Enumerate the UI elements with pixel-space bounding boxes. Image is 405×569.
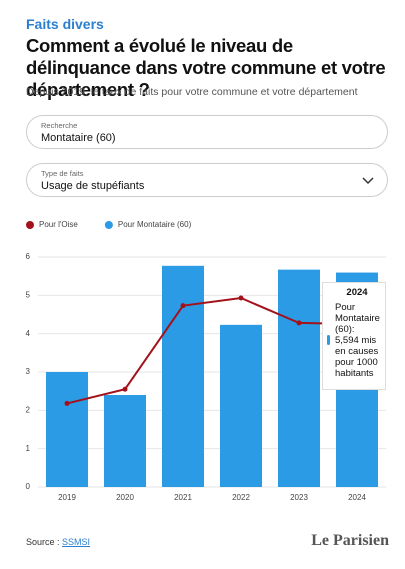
y-tick-label: 0	[26, 482, 31, 491]
logo: Le Parisien	[311, 532, 389, 549]
search-box[interactable]: Recherche Montataire (60)	[26, 115, 388, 149]
chevron	[362, 177, 374, 185]
search-value: Montataire (60)	[41, 132, 116, 144]
select-label: Type de faits	[41, 169, 84, 178]
y-tick-label: 6	[26, 252, 31, 261]
kicker[interactable]: Faits divers	[26, 16, 104, 32]
line	[66, 296, 358, 405]
bar	[220, 324, 262, 487]
y-tick-label: 3	[26, 367, 31, 376]
x-tick-label: 2022	[232, 493, 250, 502]
x-tick-label: 2021	[174, 493, 192, 502]
y-tick-label: 1	[26, 444, 31, 453]
select-box[interactable]: Type de faits Usage de stupéfiants	[26, 163, 388, 197]
subtitle: Depuis 2019, le taux de faits pour votre…	[26, 86, 358, 98]
source-label: Source :	[26, 537, 60, 547]
point	[238, 295, 244, 301]
select-value: Usage de stupéfiants	[41, 180, 145, 192]
legend-marker	[26, 221, 34, 229]
tooltip-text: Pour Montataire (60): 5,594 mis en cause…	[335, 302, 380, 379]
x-tick-label: 2024	[348, 493, 366, 502]
point	[180, 303, 186, 309]
point	[64, 400, 70, 406]
tooltip-marker	[327, 335, 330, 345]
x-tick-label: 2020	[116, 493, 134, 502]
legend-label: Pour Montataire (60)	[118, 220, 192, 229]
tooltip-title: 2024	[346, 287, 368, 298]
bar	[162, 265, 204, 487]
bar	[46, 372, 88, 487]
source: Source : SSMSI	[26, 537, 90, 547]
point	[296, 320, 302, 326]
search-label: Recherche	[41, 121, 78, 130]
legend-label: Pour l'Oise	[39, 220, 78, 229]
x-tick-label: 2023	[290, 493, 308, 502]
bar	[278, 269, 320, 487]
legend-marker	[104, 221, 113, 229]
x-tick-label: 2019	[58, 493, 76, 502]
source-link[interactable]: SSMSI	[62, 537, 91, 547]
y-tick-label: 2	[26, 405, 31, 414]
y-tick-label: 4	[26, 329, 31, 338]
title: Comment a évolué le niveau de délinquanc…	[26, 35, 386, 100]
tooltip: 2024 Pour Montataire (60): 5,594 mis en …	[322, 282, 386, 390]
y-tick-label: 5	[26, 290, 31, 299]
bar	[104, 395, 146, 487]
point	[122, 386, 128, 392]
